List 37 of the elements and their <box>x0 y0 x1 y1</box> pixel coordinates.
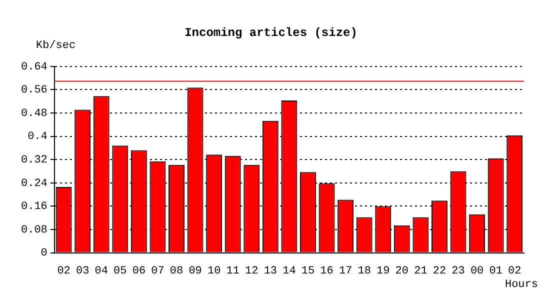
x-tick-label: 14 <box>282 265 296 278</box>
x-tick-label: 21 <box>414 265 428 278</box>
y-tick-label: 0.16 <box>21 201 48 214</box>
y-tick-label: 0.08 <box>21 224 48 236</box>
x-tick-label: 00 <box>470 265 484 278</box>
y-tick-label: 0 <box>40 248 48 260</box>
x-axis-title: Hours <box>504 279 538 291</box>
x-tick-label: 20 <box>395 265 409 278</box>
x-tick-label: 15 <box>301 265 315 278</box>
x-tick-label: 01 <box>489 265 503 278</box>
x-tick-label: 23 <box>452 265 465 278</box>
x-tick-label: 17 <box>338 265 352 278</box>
x-tick-label: 08 <box>170 265 184 278</box>
x-tick-label: 02 <box>57 265 70 278</box>
y-tick-label: 0.64 <box>21 61 48 74</box>
y-tick-label: 0.4 <box>28 131 48 144</box>
x-tick-label: 07 <box>151 265 164 278</box>
x-tick-label: 04 <box>94 265 108 278</box>
x-tick-label: 05 <box>114 265 127 278</box>
x-tick-label: 12 <box>245 265 258 278</box>
x-tick-label: 13 <box>264 265 278 278</box>
x-tick-label: 06 <box>132 265 146 278</box>
y-tick-label: 0.56 <box>21 84 48 97</box>
x-tick-label: 02 <box>508 265 522 278</box>
x-tick-label: 11 <box>226 265 240 278</box>
x-tick-label: 18 <box>358 265 371 278</box>
x-tick-label: 22 <box>432 265 446 278</box>
x-tick-label: 03 <box>76 265 90 278</box>
chart-title: Incoming articles (size) <box>184 26 358 40</box>
x-tick-label: 16 <box>320 265 334 278</box>
y-tick-label: 0.48 <box>21 108 48 120</box>
y-axis-title: Kb/sec <box>36 40 76 52</box>
y-tick-label: 0.32 <box>21 154 48 167</box>
x-tick-label: 10 <box>207 265 221 278</box>
y-tick-label: 0.24 <box>21 178 48 190</box>
x-tick-label: 09 <box>188 265 202 278</box>
x-tick-label: 19 <box>376 265 390 278</box>
